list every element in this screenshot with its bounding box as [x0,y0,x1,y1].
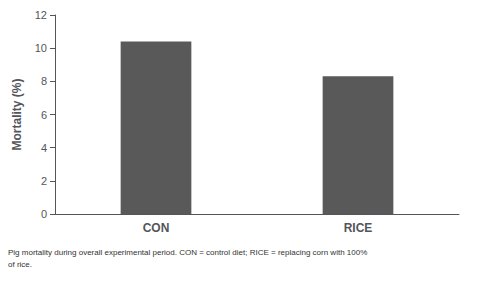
svg-text:2: 2 [41,175,47,187]
svg-text:Pig mortality during overall e: Pig mortality during overall experimenta… [8,248,367,257]
svg-text:Mortality (%): Mortality (%) [10,78,24,150]
svg-text:RICE: RICE [344,221,373,235]
svg-text:0: 0 [41,208,47,220]
svg-text:8: 8 [41,75,47,87]
svg-text:4: 4 [41,142,47,154]
svg-text:10: 10 [35,42,47,54]
svg-text:of rice.: of rice. [8,260,32,269]
svg-text:CON: CON [143,221,170,235]
svg-text:6: 6 [41,109,47,121]
svg-text:12: 12 [35,9,47,21]
